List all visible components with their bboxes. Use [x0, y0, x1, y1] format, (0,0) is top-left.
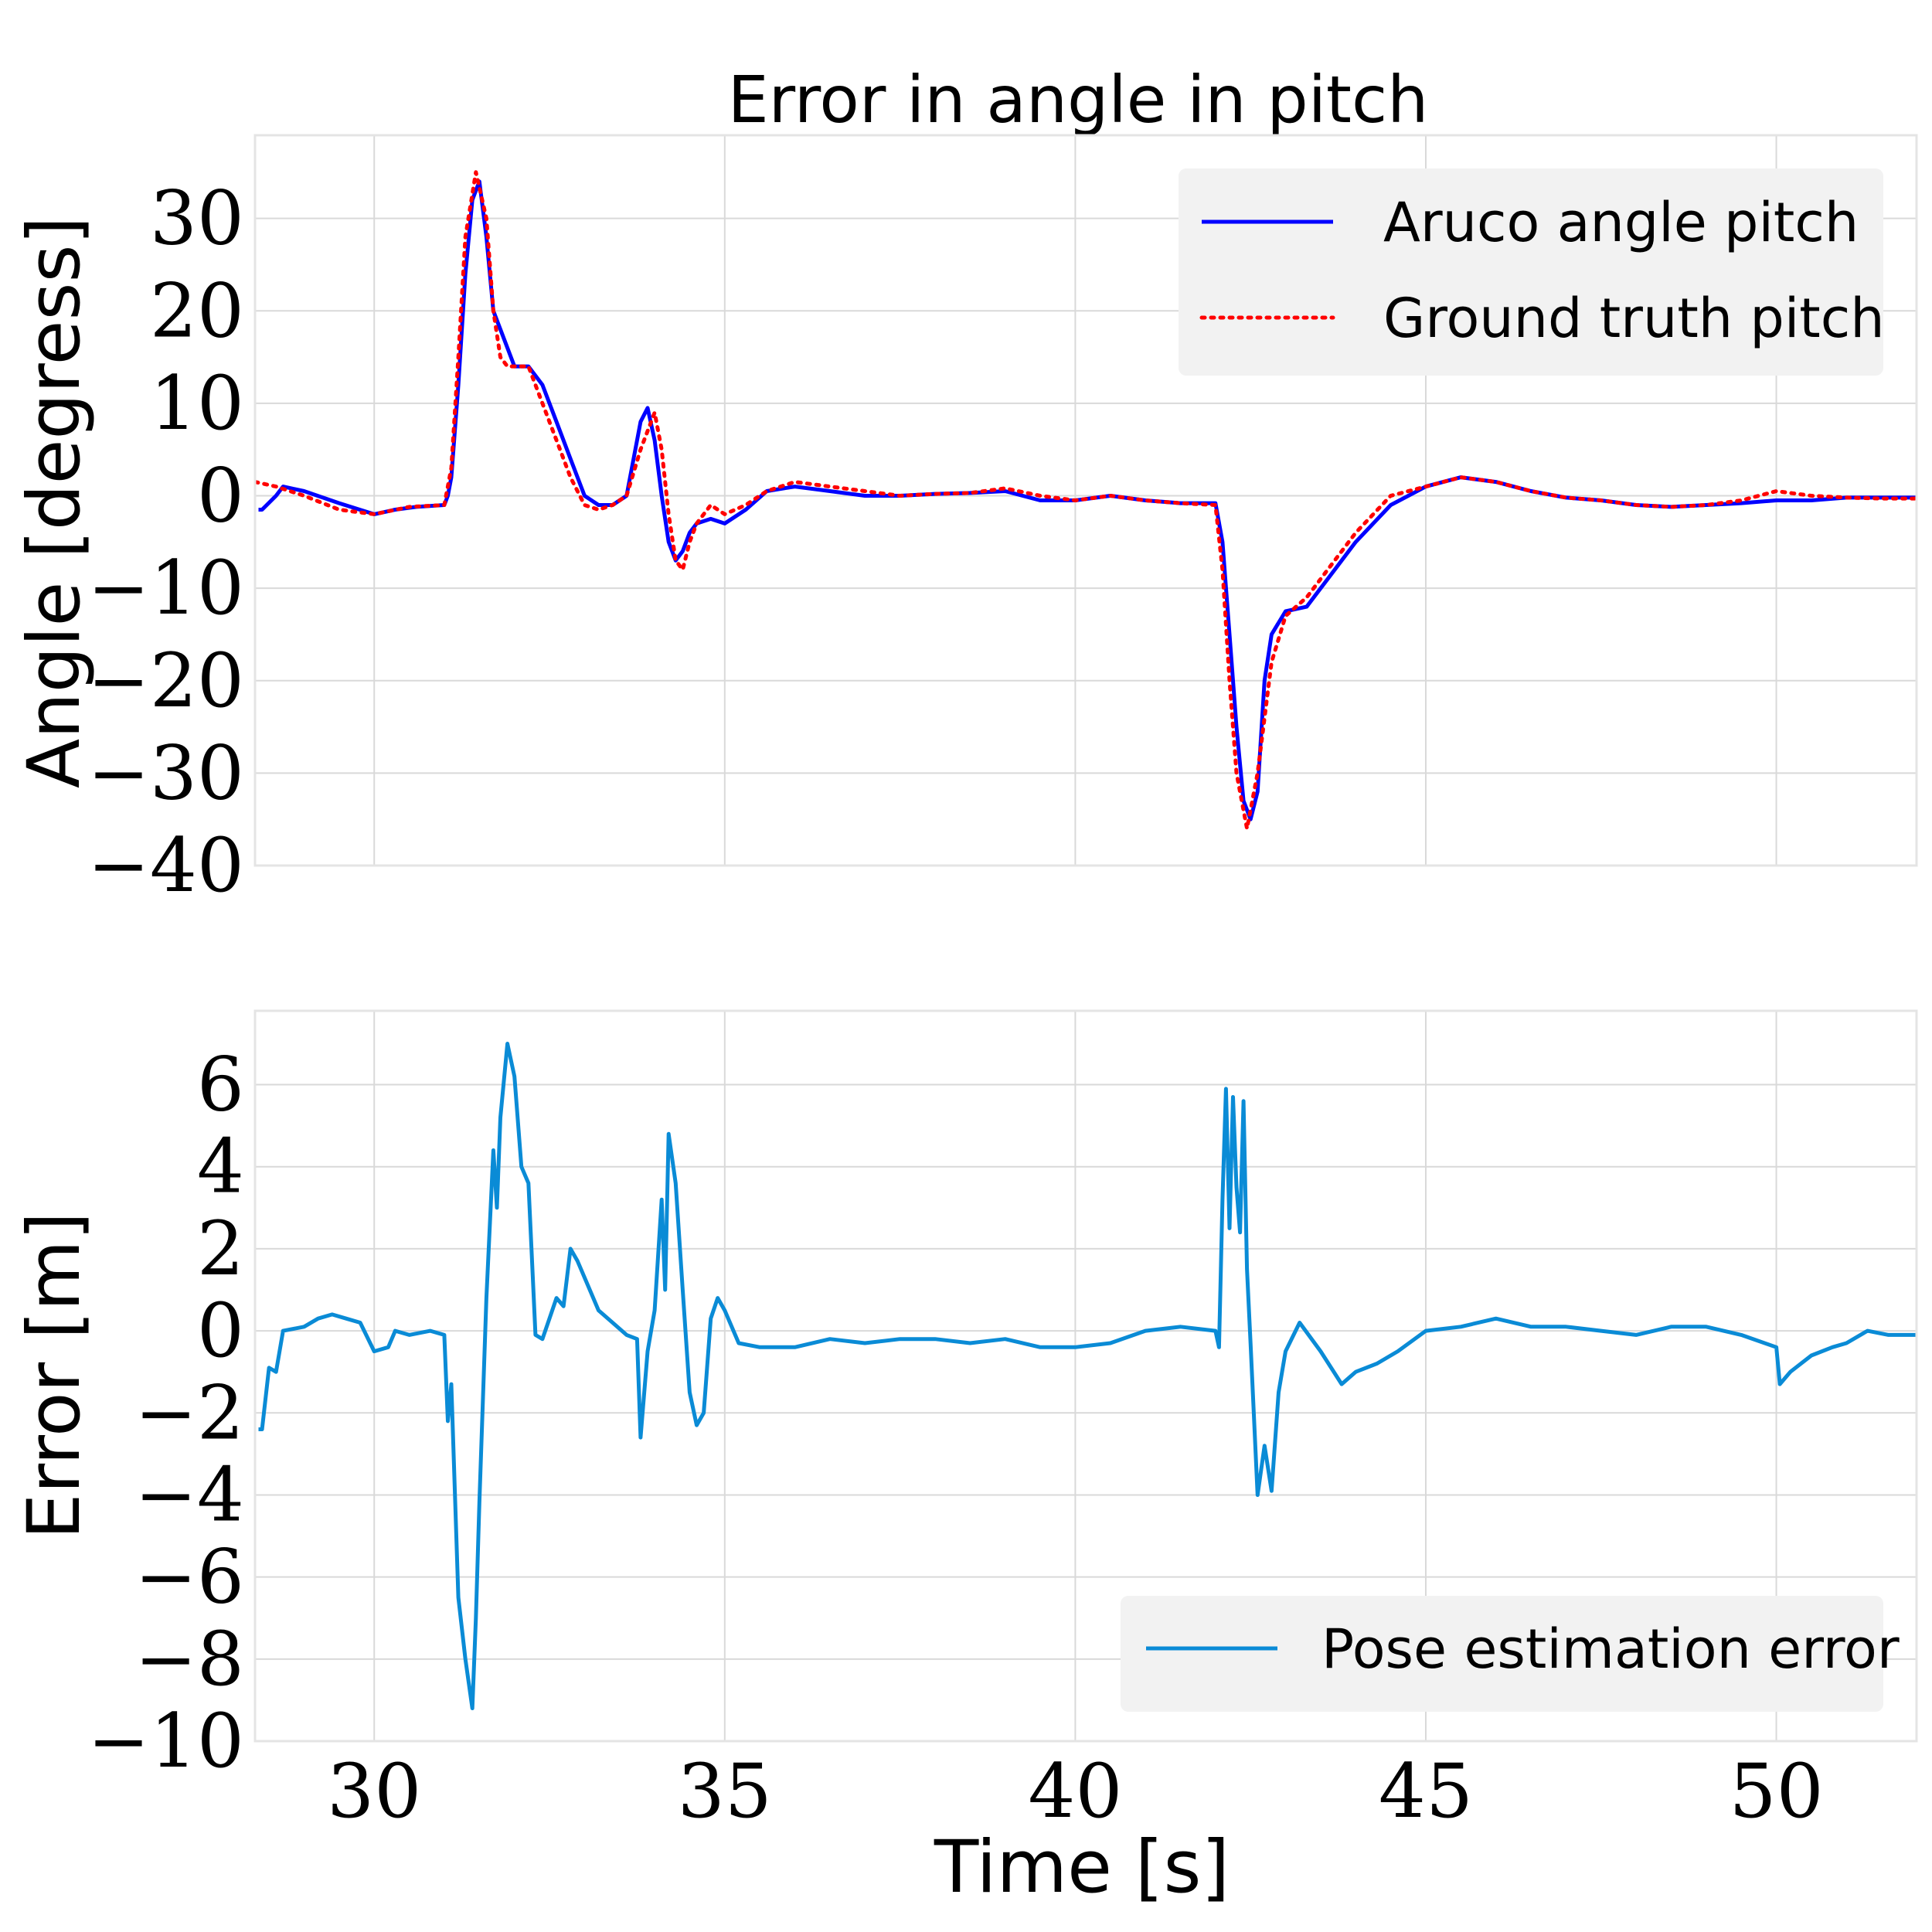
angle-y-axis-label: Angle [degress] — [12, 216, 97, 788]
error-y-tick-label: −6 — [134, 1534, 244, 1621]
error-y-tick-label: −10 — [87, 1698, 244, 1784]
angle-y-tick-label: 30 — [150, 175, 244, 262]
time-x-axis-label: Time [s] — [934, 1825, 1230, 1910]
angle-y-tick-label: 20 — [150, 267, 244, 354]
angle-legend: Aruco angle pitch Ground truth pitch — [1179, 168, 1885, 376]
angle-y-tick-label: 10 — [150, 360, 244, 447]
angle-series-line-0 — [258, 179, 1917, 821]
x-tick-label: 30 — [327, 1748, 421, 1835]
legend-label-aruco: Aruco angle pitch — [1383, 191, 1859, 254]
error-y-tick-label: 0 — [197, 1287, 244, 1374]
error-y-tick-label: 6 — [197, 1042, 244, 1128]
error-y-tick-label: 4 — [197, 1124, 244, 1210]
angle-y-tick-label: −30 — [87, 730, 244, 816]
angle-series-lines — [255, 170, 1917, 831]
chart-title: Error in angle in pitch — [728, 62, 1429, 138]
angle-panel: Error in angle in pitch −40−30−20−100102… — [12, 62, 1918, 909]
legend-label-ground-truth: Ground truth pitch — [1383, 287, 1885, 350]
error-legend-box — [1121, 1596, 1883, 1712]
x-tick-label: 35 — [678, 1748, 772, 1835]
x-tick-label: 45 — [1379, 1748, 1473, 1835]
x-tick-label: 50 — [1729, 1748, 1823, 1835]
error-y-axis-label: Error [m] — [12, 1212, 97, 1539]
error-y-tick-label: −2 — [134, 1369, 244, 1456]
angle-y-tick-label: −10 — [87, 545, 244, 631]
legend-label-pose-error: Pose estimation error — [1321, 1617, 1900, 1681]
error-y-tick-label: 2 — [197, 1206, 244, 1292]
angle-y-tick-label: −20 — [87, 638, 244, 724]
angle-y-tick-label: 0 — [197, 453, 244, 539]
angle-legend-box — [1179, 168, 1883, 376]
error-y-tick-label: −4 — [134, 1451, 244, 1538]
error-legend: Pose estimation error — [1121, 1596, 1900, 1712]
error-y-tick-label: −8 — [134, 1616, 244, 1702]
x-tick-label: 40 — [1028, 1748, 1122, 1835]
error-plot-frame — [253, 1009, 1918, 1743]
angle-series-line-1 — [255, 170, 1917, 831]
time-x-ticks: 30 35 40 45 50 — [327, 1748, 1824, 1835]
error-series-lines — [258, 1042, 1917, 1710]
error-series-line-0 — [258, 1042, 1917, 1710]
angle-y-tick-label: −40 — [87, 822, 244, 909]
angle-plot-frame — [253, 134, 1918, 867]
